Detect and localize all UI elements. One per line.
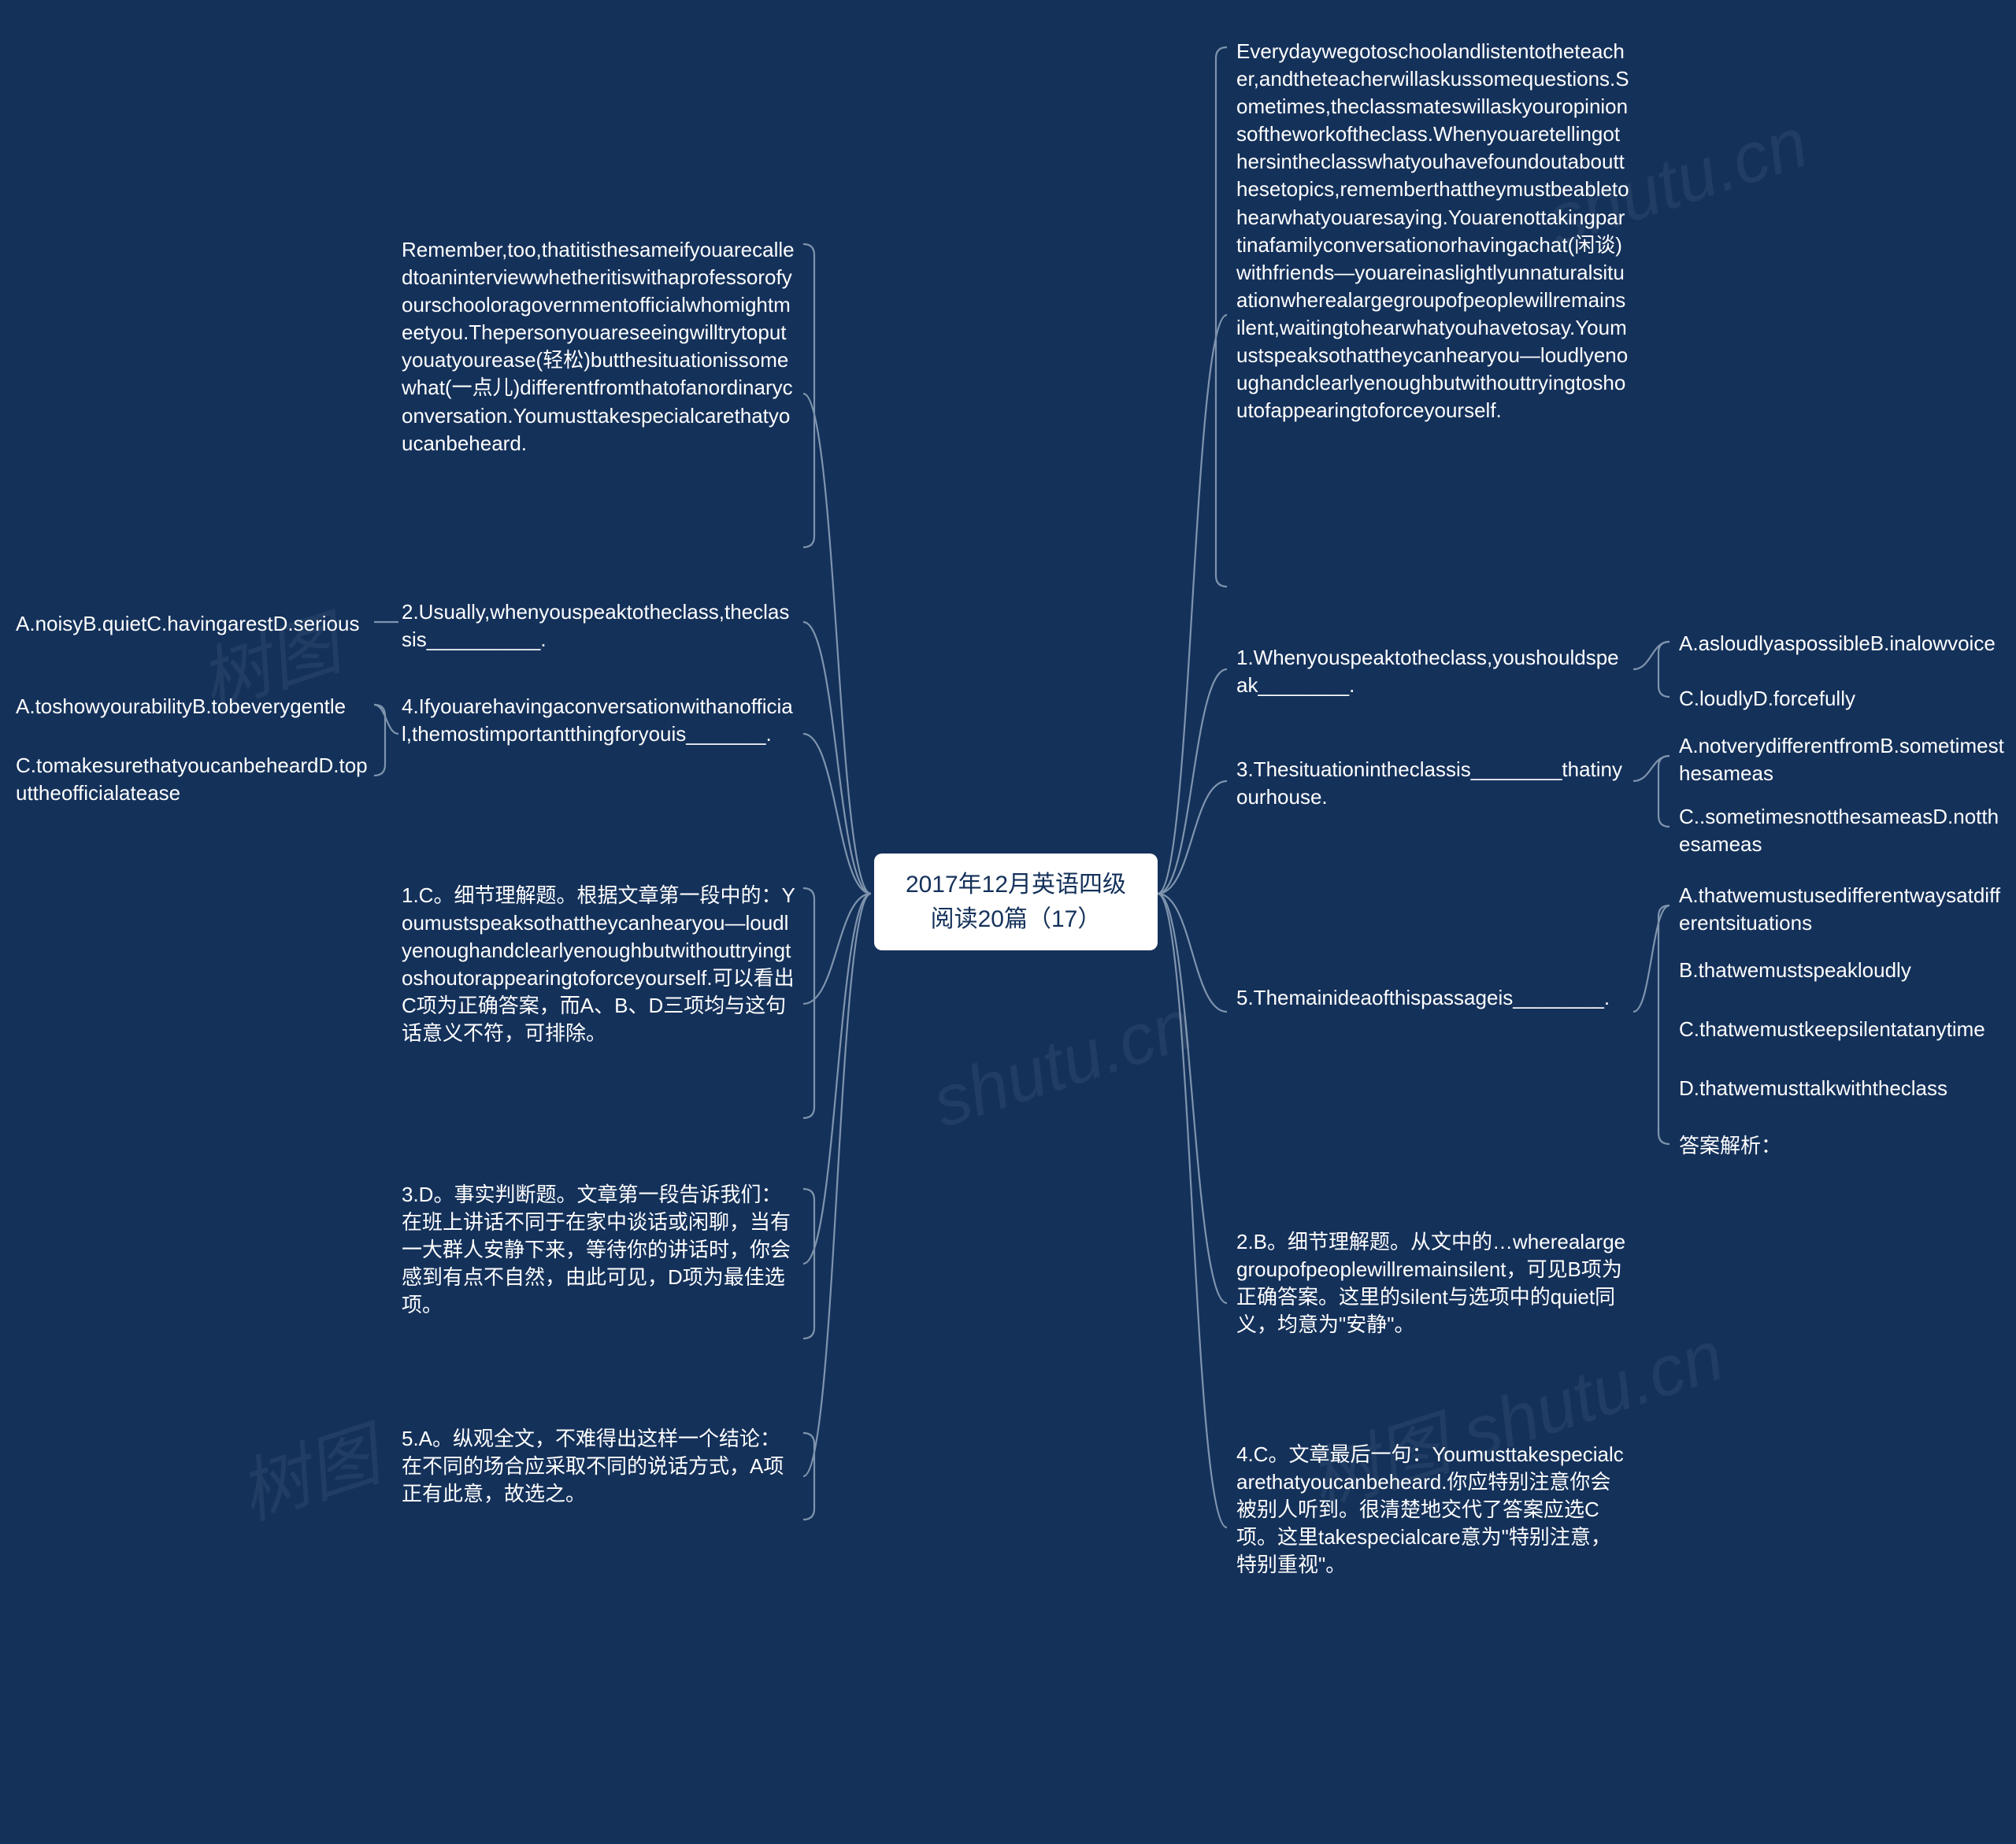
- node-r3b: C..sometimesnotthesameasD.notthesameas: [1679, 803, 2010, 858]
- node-r2b: C.loudlyD.forcefully: [1679, 685, 2016, 713]
- node-r4d: D.thatwemusttalkwiththeclass: [1679, 1075, 2010, 1102]
- node-r1: Everydaywegotoschoolandlistentotheteache…: [1236, 38, 1630, 424]
- node-r5: 2.B。细节理解题。从文中的…wherealargegroupofpeoplew…: [1236, 1228, 1630, 1339]
- node-l1: Remember,too,thatitisthesameifyouarecall…: [402, 236, 795, 457]
- node-r6: 4.C。文章最后一句：Youmusttakespecialcarethatyou…: [1236, 1441, 1630, 1579]
- node-l3: 4.Ifyouarehavingaconversationwithanoffic…: [402, 693, 795, 748]
- node-r3: 3.Thesituationintheclassis________thatin…: [1236, 756, 1630, 811]
- watermark: 树图: [224, 1398, 390, 1539]
- node-r2: 1.Whenyouspeaktotheclass,youshouldspeak_…: [1236, 644, 1630, 699]
- center-node: 2017年12月英语四级阅读20篇（17）: [874, 853, 1158, 950]
- center-text: 2017年12月英语四级阅读20篇（17）: [906, 872, 1126, 932]
- node-r4a: A.thatwemustusedifferentwaysatdifferents…: [1679, 882, 2010, 937]
- node-r3a: A.notverydifferentfromB.sometimesthesame…: [1679, 732, 2010, 787]
- node-l4: 1.C。细节理解题。根据文章第一段中的：Youmustspeaksothatth…: [402, 882, 795, 1048]
- node-r4b: B.thatwemustspeakloudly: [1679, 957, 2010, 984]
- node-l5: 3.D。事实判断题。文章第一段告诉我们：在班上讲话不同于在家中谈话或闲聊，当有一…: [402, 1181, 795, 1319]
- node-l3b: C.tomakesurethatyoucanbeheardD.toputtheo…: [16, 752, 370, 807]
- node-l6: 5.A。纵观全文，不难得出这样一个结论：在不同的场合应采取不同的说话方式，A项正…: [402, 1425, 795, 1508]
- node-r4c: C.thatwemustkeepsilentatanytime: [1679, 1016, 2010, 1043]
- node-l2a: A.noisyB.quietC.havingarestD.serious: [16, 610, 370, 638]
- node-l2: 2.Usually,whenyouspeaktotheclass,theclas…: [402, 598, 795, 654]
- watermark: shutu.cn: [923, 984, 1203, 1144]
- node-r2a: A.asloudlyaspossibleB.inalowvoice: [1679, 630, 2016, 657]
- node-r4: 5.Themainideaofthispassageis________.: [1236, 984, 1630, 1012]
- node-l3a: A.toshowyourabilityB.tobeverygentle: [16, 693, 370, 720]
- node-r4e: 答案解析：: [1679, 1132, 2010, 1160]
